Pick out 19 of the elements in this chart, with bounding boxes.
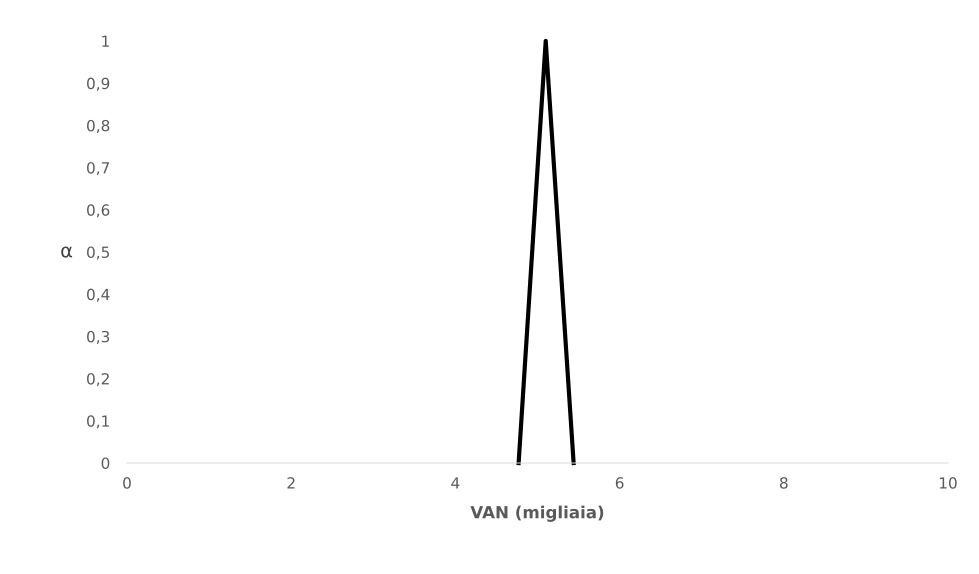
x-axis-title: VAN (migliaia) xyxy=(470,506,604,522)
y-axis-title: α xyxy=(61,246,72,258)
y-tick-label: 0,7 xyxy=(87,162,110,176)
y-tick-label: 0,9 xyxy=(87,78,110,91)
y-tick-label: 0,6 xyxy=(87,204,110,218)
y-tick-label: 0,4 xyxy=(87,288,110,302)
y-tick-label: 0 xyxy=(102,457,110,470)
x-tick-label: 2 xyxy=(287,477,295,488)
y-tick-label: 1 xyxy=(102,36,109,47)
y-tick-label: 0,8 xyxy=(87,120,110,133)
x-tick-label: 4 xyxy=(451,477,460,488)
y-tick-label: 0,2 xyxy=(87,373,109,386)
y-tick-label: 0,3 xyxy=(87,330,110,344)
y-tick-label: 0,1 xyxy=(87,415,109,428)
x-tick-label: 8 xyxy=(780,477,788,489)
y-tick-label: 0,5 xyxy=(87,246,109,260)
x-tick-label: 0 xyxy=(123,477,131,489)
x-tick-label: 10 xyxy=(940,477,957,489)
x-tick-label: 6 xyxy=(616,477,624,489)
